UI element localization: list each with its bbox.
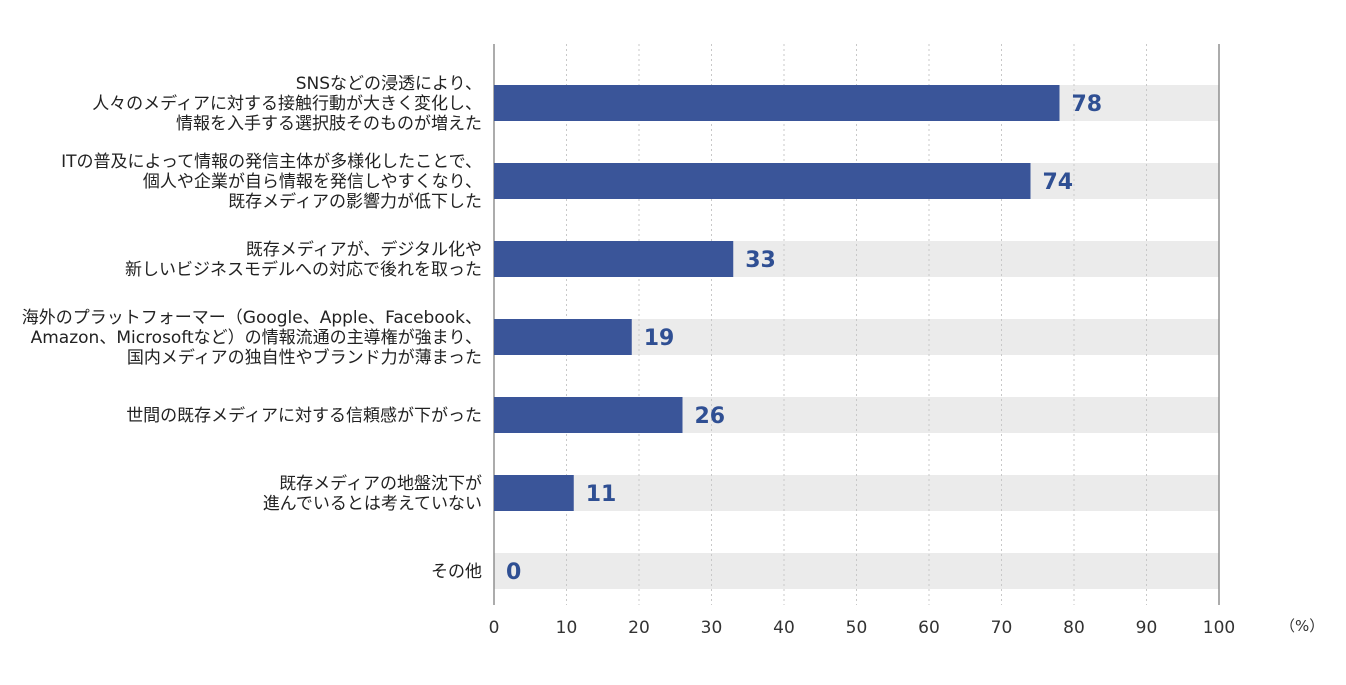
category-label-line: 進んでいるとは考えていない bbox=[263, 494, 482, 514]
category-label-line: 既存メディアの地盤沈下が bbox=[279, 473, 482, 494]
bar bbox=[494, 319, 632, 355]
category-label-line: 既存メディアの影響力が低下した bbox=[228, 191, 482, 212]
x-tick-label: 10 bbox=[556, 618, 578, 638]
value-label: 26 bbox=[695, 404, 726, 429]
category-label-line: その他 bbox=[431, 562, 482, 582]
category-label-line: 個人や企業が自ら情報を発信しやすくなり、 bbox=[143, 172, 482, 192]
value-labels: 78 74 33 19 26 11 0 bbox=[506, 92, 1102, 585]
category-label-line: ITの普及によって情報の発信主体が多様化したことで、 bbox=[61, 152, 482, 172]
category-label: その他 bbox=[431, 562, 482, 582]
x-tick-label: 0 bbox=[489, 618, 500, 638]
category-labels: SNSなどの浸透により、人々のメディアに対する接触行動が大きく変化し、情報を入手… bbox=[22, 74, 482, 582]
value-label: 11 bbox=[586, 482, 617, 507]
x-tick-label: 40 bbox=[773, 618, 795, 638]
x-axis: 0 10 20 30 40 50 60 70 80 90 100 bbox=[489, 618, 1236, 638]
bar bbox=[494, 163, 1031, 199]
bar bbox=[494, 475, 574, 511]
bars bbox=[494, 85, 1060, 511]
value-label: 74 bbox=[1043, 170, 1074, 195]
value-label: 33 bbox=[745, 248, 776, 273]
x-tick-label: 60 bbox=[918, 618, 940, 638]
category-label: ITの普及によって情報の発信主体が多様化したことで、個人や企業が自ら情報を発信し… bbox=[61, 152, 482, 212]
bar bbox=[494, 85, 1060, 121]
x-tick-label: 70 bbox=[991, 618, 1013, 638]
category-label-line: 新しいビジネスモデルへの対応で後れを取った bbox=[125, 259, 482, 280]
category-label-line: Amazon、Microsoftなど）の情報流通の主導権が強まり、 bbox=[31, 328, 482, 348]
x-tick-label: 20 bbox=[628, 618, 650, 638]
category-label: 既存メディアの地盤沈下が進んでいるとは考えていない bbox=[263, 473, 482, 514]
category-label: 海外のプラットフォーマー（Google、Apple、Facebook、 Amazo… bbox=[22, 308, 482, 368]
category-label-line: 世間の既存メディアに対する信頼感が下がった bbox=[126, 405, 482, 426]
category-label-line: 国内メディアの独自性やブランド力が薄まった bbox=[127, 347, 482, 368]
x-tick-label: 30 bbox=[701, 618, 723, 638]
category-label: 世間の既存メディアに対する信頼感が下がった bbox=[126, 405, 482, 426]
x-tick-label: 90 bbox=[1136, 618, 1158, 638]
bar bbox=[494, 241, 734, 277]
category-label-line: SNSなどの浸透により、 bbox=[296, 74, 482, 94]
value-label: 0 bbox=[506, 560, 521, 585]
bar bbox=[494, 397, 683, 433]
category-label-line: 情報を入手する選択肢そのものが増えた bbox=[176, 114, 482, 134]
unit-label: （%） bbox=[1280, 617, 1324, 635]
x-tick-label: 100 bbox=[1203, 618, 1235, 638]
category-label-line: 人々のメディアに対する接触行動が大きく変化し、 bbox=[92, 93, 482, 114]
x-tick-label: 80 bbox=[1063, 618, 1085, 638]
category-label: 既存メディアが、デジタル化や新しいビジネスモデルへの対応で後れを取った bbox=[125, 239, 482, 280]
category-label-line: 既存メディアが、デジタル化や bbox=[246, 239, 482, 260]
value-label: 19 bbox=[644, 326, 675, 351]
category-label-line: 海外のプラットフォーマー（Google、Apple、Facebook、 bbox=[22, 308, 482, 328]
value-label: 78 bbox=[1072, 92, 1103, 117]
x-tick-label: 50 bbox=[846, 618, 868, 638]
category-label: SNSなどの浸透により、人々のメディアに対する接触行動が大きく変化し、情報を入手… bbox=[92, 74, 482, 134]
